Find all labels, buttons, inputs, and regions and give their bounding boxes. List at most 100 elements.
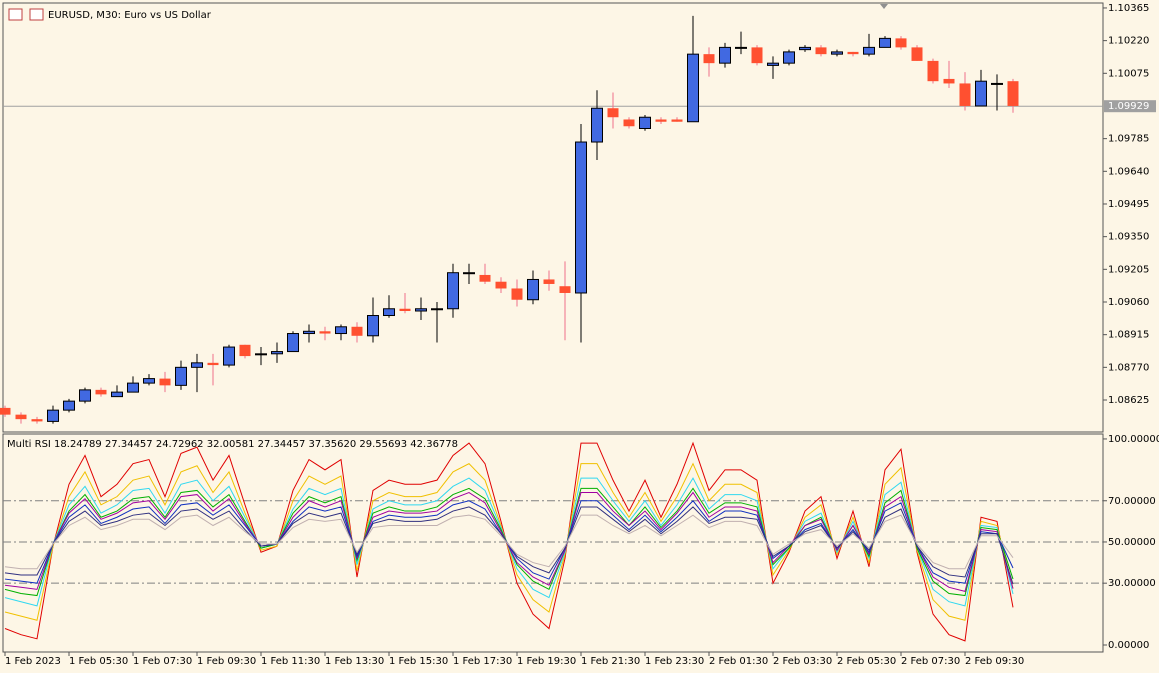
x-tick-label: 1 Feb 13:30 <box>325 656 384 667</box>
y-tick-label: 1.09205 <box>1108 264 1149 275</box>
x-tick-label: 2 Feb 05:30 <box>837 656 896 667</box>
candle-body <box>895 38 907 48</box>
candle-body <box>271 351 283 355</box>
candle-body <box>975 80 987 107</box>
rsi-line <box>4 499 1014 584</box>
x-tick-label: 2 Feb 03:30 <box>773 656 832 667</box>
candle-body <box>79 389 91 402</box>
candle-body <box>223 346 235 366</box>
candle-body <box>863 46 875 55</box>
x-tick-label: 1 Feb 15:30 <box>389 656 448 667</box>
candle-body <box>159 378 171 386</box>
candle-body <box>719 46 731 64</box>
candle-body <box>0 407 11 415</box>
candle-body <box>367 315 379 337</box>
candle-body <box>383 308 395 317</box>
candle-body <box>31 419 43 422</box>
candle-body <box>351 326 363 336</box>
candle-body <box>783 51 795 64</box>
y-tick-label: 1.08915 <box>1108 330 1149 341</box>
x-tick-label: 2 Feb 01:30 <box>709 656 768 667</box>
indicator-title: Multi RSI 18.24789 27.34457 24.72962 32.… <box>7 439 458 450</box>
candle-body <box>959 83 971 106</box>
candle-body <box>879 37 891 48</box>
x-tick-label: 1 Feb 05:30 <box>69 656 128 667</box>
candle-body <box>831 51 843 55</box>
candle-body <box>463 272 475 275</box>
x-tick-label: 1 Feb 09:30 <box>197 656 256 667</box>
last-price-label: 1.09929 <box>1108 101 1149 112</box>
candle-body <box>527 278 539 301</box>
rsi-line <box>4 491 1014 593</box>
y-tick-label: 1.08625 <box>1108 395 1149 406</box>
candle-body <box>591 107 603 143</box>
x-tick-label: 2 Feb 07:30 <box>901 656 960 667</box>
candle-body <box>735 46 747 49</box>
candle-body <box>639 116 651 130</box>
candle-body <box>687 53 699 123</box>
y-tick-label: 1.10075 <box>1108 68 1149 79</box>
candle-body <box>127 382 139 393</box>
y-tick-label: 1.08770 <box>1108 362 1149 373</box>
rsi-line <box>4 514 1014 570</box>
candle-body <box>143 378 155 384</box>
candle-body <box>623 119 635 127</box>
candle-body <box>815 47 827 55</box>
y-tick-label: 1.09350 <box>1108 232 1149 243</box>
candle-body <box>511 288 523 300</box>
x-tick-label: 1 Feb 19:30 <box>517 656 576 667</box>
candle-body <box>543 279 555 284</box>
candle-body <box>655 119 667 122</box>
candle-body <box>207 362 219 366</box>
x-tick-label: 1 Feb 23:30 <box>645 656 704 667</box>
y-tick-label: 1.09060 <box>1108 297 1149 308</box>
candle-body <box>399 308 411 312</box>
y-tick-label: 1.09640 <box>1108 166 1149 177</box>
candle-body <box>943 78 955 84</box>
candle-body <box>191 362 203 368</box>
candle-body <box>111 391 123 398</box>
y-tick-label: 1.10365 <box>1108 3 1149 14</box>
y-tick-label: 1.09495 <box>1108 199 1149 210</box>
price-panel <box>2 2 1104 433</box>
candle-body <box>751 47 763 64</box>
candle-body <box>47 409 59 422</box>
x-tick-label: 2 Feb 09:30 <box>965 656 1024 667</box>
candle-body <box>63 400 75 411</box>
candle-body <box>15 414 27 420</box>
rsi-panel <box>2 433 1104 653</box>
y-tick-label: 50.00000 <box>1108 537 1156 548</box>
candle-body <box>607 108 619 118</box>
x-tick-label: 1 Feb 2023 <box>5 656 61 667</box>
candle-body <box>927 60 939 82</box>
marker <box>880 4 888 9</box>
candle-body <box>319 331 331 334</box>
x-tick-label: 1 Feb 11:30 <box>261 656 320 667</box>
y-tick-label: 100.00000 <box>1108 434 1159 445</box>
candle-body <box>799 46 811 51</box>
candle-body <box>911 47 923 61</box>
candle-body <box>991 82 1003 85</box>
candle-body <box>479 274 491 282</box>
candle-body <box>671 119 683 122</box>
candle-body <box>559 286 571 293</box>
candle-body <box>239 344 251 357</box>
candle-body <box>255 353 267 356</box>
candle-body <box>495 281 507 289</box>
x-tick-label: 1 Feb 21:30 <box>581 656 640 667</box>
candle-body <box>1007 81 1019 106</box>
candle-body <box>447 272 459 310</box>
y-tick-label: 30.00000 <box>1108 578 1156 589</box>
candle-body <box>175 366 187 386</box>
x-tick-label: 1 Feb 17:30 <box>453 656 512 667</box>
y-tick-label: 1.09785 <box>1108 134 1149 145</box>
y-tick-label: 70.00000 <box>1108 496 1156 507</box>
toolbar-icons <box>8 8 44 21</box>
candle-body <box>575 141 587 294</box>
candle-body <box>431 308 443 311</box>
candle-body <box>847 51 859 55</box>
y-tick-label: 0.00000 <box>1108 640 1149 651</box>
candle-body <box>767 62 779 66</box>
